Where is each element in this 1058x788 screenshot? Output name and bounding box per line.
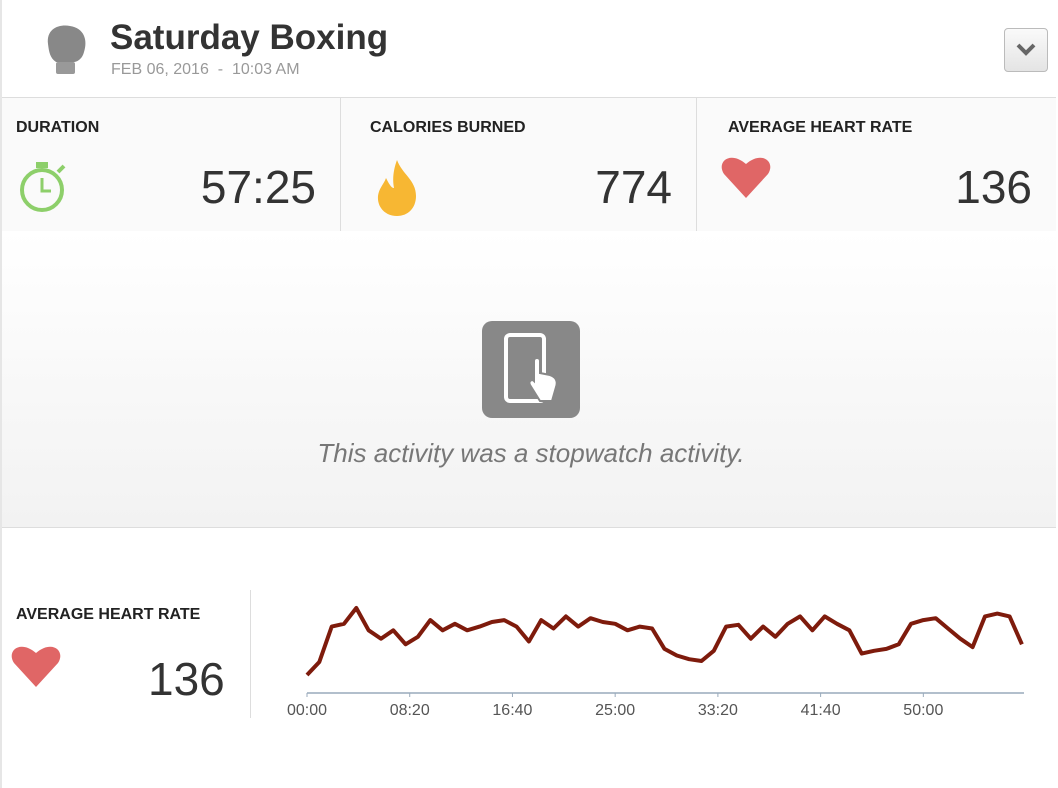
x-tick-label: 25:00 — [595, 702, 635, 719]
activity-date: FEB 06, 2016 - 10:03 AM — [111, 61, 300, 78]
heart-icon — [11, 646, 61, 687]
stat-value: 136 — [955, 161, 1032, 213]
divider — [250, 590, 251, 718]
phone-icon — [482, 321, 580, 418]
stat-duration: DURATION 57:25 — [2, 98, 341, 231]
hr-value: 136 — [148, 653, 225, 705]
stat-calories: CALORIES BURNED 774 — [340, 98, 697, 231]
stat-value: 57:25 — [200, 161, 316, 213]
stat-label: CALORIES BURNED — [370, 119, 526, 136]
x-tick-label: 41:40 — [801, 702, 841, 719]
stat-heart-rate: AVERAGE HEART RATE 136 — [696, 98, 1056, 231]
heart-icon — [721, 157, 771, 198]
x-tick-label: 08:20 — [390, 702, 430, 719]
dropdown-button[interactable] — [1004, 28, 1048, 72]
x-tick-label: 16:40 — [492, 702, 532, 719]
stopwatch-message: This activity was a stopwatch activity. — [317, 438, 745, 468]
heart-rate-line — [305, 606, 1024, 677]
x-tick-label: 00:00 — [287, 702, 327, 719]
stats-row: DURATION 57:25 CALORIES BURNED 774 AVERA… — [2, 97, 1056, 232]
stat-label: AVERAGE HEART RATE — [728, 119, 913, 136]
x-tick-label: 50:00 — [903, 702, 943, 719]
hr-label: AVERAGE HEART RATE — [16, 606, 201, 623]
x-tick-label: 33:20 — [698, 702, 738, 719]
glove-icon — [47, 25, 86, 74]
flame-icon — [377, 160, 416, 216]
stat-label: DURATION — [16, 119, 100, 136]
activity-title: Saturday Boxing — [110, 18, 389, 57]
heart-rate-chart: 00:00 08:20 16:40 25:00 33:20 41:40 50:00 — [287, 606, 1024, 719]
stopwatch-icon — [20, 162, 66, 212]
stat-value: 774 — [595, 161, 672, 213]
